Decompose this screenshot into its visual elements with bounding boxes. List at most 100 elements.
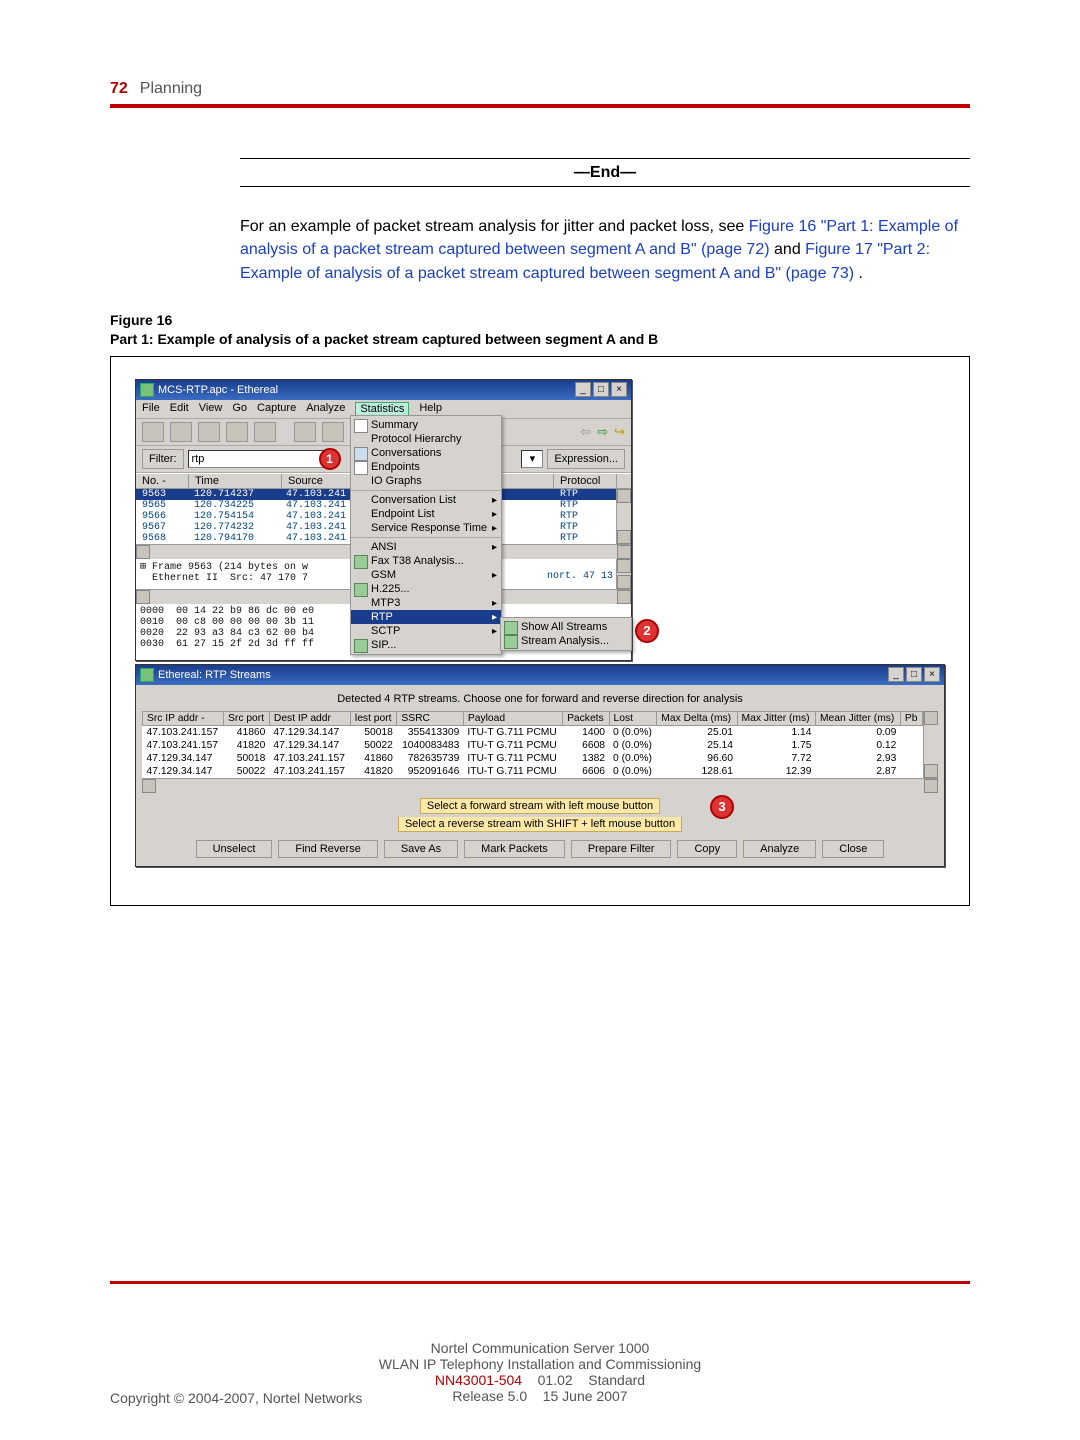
col-ssrc[interactable]: SSRC [397,711,463,725]
cell: 25.14 [657,739,737,752]
label: Conversation List [371,494,456,506]
table-row[interactable]: 47.129.34.1475001847.103.241.15741860782… [143,752,923,765]
close-icon[interactable]: × [924,667,940,682]
filter-input[interactable]: rtp 1 [188,450,336,468]
ethereal-titlebar[interactable]: MCS-RTP.apc - Ethereal _ □ × [136,380,631,400]
rtp-submenu[interactable]: Show All Streams Stream Analysis... [500,617,632,651]
cell: 47.129.34.147 [269,739,350,752]
toolbar-button[interactable] [294,422,316,442]
nav-jump-icon[interactable]: ↪ [614,424,625,440]
menu-help[interactable]: Help [419,402,442,416]
menu-view[interactable]: View [199,402,223,416]
menu-edit[interactable]: Edit [170,402,189,416]
close-icon[interactable]: × [611,382,627,397]
col-srcport[interactable]: Src port [224,711,270,725]
close-button[interactable]: Close [822,840,884,858]
filter-dropdown-icon[interactable]: ▾ [521,450,543,468]
col-no[interactable]: No. - [136,474,189,488]
maximize-icon[interactable]: □ [593,382,609,397]
page-number: 72 [110,80,128,98]
scrollbar-horizontal[interactable] [142,778,938,793]
col-destip[interactable]: Dest IP addr [269,711,350,725]
label: Stream Analysis... [521,635,609,647]
col-time[interactable]: Time [189,474,282,488]
mi-conv-list[interactable]: Conversation List ▸ [351,493,501,507]
col-packets[interactable]: Packets [563,711,609,725]
toolbar-button[interactable] [322,422,344,442]
save-as-button[interactable]: Save As [384,840,458,858]
mark-packets-button[interactable]: Mark Packets [464,840,565,858]
hint-forward: Select a forward stream with left mouse … [420,798,660,814]
toolbar-button[interactable] [254,422,276,442]
scrollbar-vertical[interactable] [923,711,938,778]
cell [900,725,922,739]
mi-mtp3[interactable]: MTP3▸ [351,596,501,610]
footer-date: 15 June 2007 [543,1388,628,1404]
mi-summary[interactable]: Summary [351,418,501,432]
prepare-filter-button[interactable]: Prepare Filter [571,840,672,858]
scrollbar-vertical[interactable] [616,489,631,544]
col-srcip[interactable]: Src IP addr - [143,711,224,725]
minimize-icon[interactable]: _ [575,382,591,397]
mi-fax[interactable]: Fax T38 Analysis... [351,554,501,568]
mi-endpoint-list[interactable]: Endpoint List▸ [351,507,501,521]
mi-conversations[interactable]: Conversations [351,446,501,460]
menu-file[interactable]: File [142,402,160,416]
col-pb[interactable]: Pb [900,711,922,725]
toolbar-button[interactable] [226,422,248,442]
col-payload[interactable]: Payload [463,711,562,725]
nav-forward-icon[interactable]: ⇨ [597,424,608,440]
mi-h225[interactable]: H.225... [351,582,501,596]
streams-titlebar[interactable]: Ethereal: RTP Streams _ □ × [136,665,944,685]
label: Protocol Hierarchy [371,433,461,445]
minimize-icon[interactable]: _ [888,667,904,682]
mi-endpoints[interactable]: Endpoints [351,460,501,474]
nav-back-icon[interactable]: ⇦ [580,424,591,440]
col-protocol[interactable]: Protocol [554,474,617,488]
col-destport[interactable]: lest port [350,711,396,725]
unselect-button[interactable]: Unselect [196,840,273,858]
mi-ansi[interactable]: ANSI▸ [351,540,501,554]
table-row[interactable]: 47.129.34.1475002247.103.241.15741820952… [143,765,923,778]
scrollbar-vertical[interactable] [616,559,631,589]
table-row[interactable]: 47.103.241.1574186047.129.34.14750018355… [143,725,923,739]
maximize-icon[interactable]: □ [906,667,922,682]
cell: 0 (0.0%) [609,765,657,778]
chevron-right-icon: ▸ [492,626,497,637]
col-maxjitter[interactable]: Max Jitter (ms) [737,711,815,725]
toolbar-button[interactable] [142,422,164,442]
mi-rtp[interactable]: RTP▸ [351,610,501,624]
find-reverse-button[interactable]: Find Reverse [278,840,377,858]
chevron-right-icon: ▸ [492,495,497,506]
mi-sctp[interactable]: SCTP▸ [351,624,501,638]
mi-iographs[interactable]: IO Graphs [351,474,501,488]
toolbar-button[interactable] [170,422,192,442]
copy-button[interactable]: Copy [677,840,737,858]
cell: 0 (0.0%) [609,752,657,765]
cell: 2.87 [815,765,900,778]
cell: 9566 [136,511,188,522]
menu-statistics[interactable]: Statistics [355,402,409,416]
mi-proto-hierarchy[interactable]: Protocol Hierarchy [351,432,501,446]
mi-stream-analysis[interactable]: Stream Analysis... [501,634,631,648]
cell: 9565 [136,500,188,511]
mi-show-all-streams[interactable]: Show All Streams [501,620,631,634]
col-meanjitter[interactable]: Mean Jitter (ms) [815,711,900,725]
col-maxdelta[interactable]: Max Delta (ms) [657,711,737,725]
analyze-button[interactable]: Analyze [743,840,816,858]
menu-go[interactable]: Go [232,402,247,416]
footer-line1: Nortel Communication Server 1000 [110,1340,970,1356]
menu-capture[interactable]: Capture [257,402,296,416]
table-row[interactable]: 47.103.241.1574182047.129.34.14750022104… [143,739,923,752]
mi-gsm[interactable]: GSM▸ [351,568,501,582]
label: GSM [371,569,396,581]
statistics-menu[interactable]: Summary Protocol Hierarchy Conversations… [350,415,502,655]
expression-button[interactable]: Expression... [547,449,625,469]
toolbar-button[interactable] [198,422,220,442]
mi-sip[interactable]: SIP... [351,638,501,652]
streams-table[interactable]: Src IP addr - Src port Dest IP addr lest… [142,711,923,778]
col-lost[interactable]: Lost [609,711,657,725]
menu-analyze[interactable]: Analyze [306,402,345,416]
cell: 50022 [350,739,396,752]
mi-srt[interactable]: Service Response Time▸ [351,521,501,535]
